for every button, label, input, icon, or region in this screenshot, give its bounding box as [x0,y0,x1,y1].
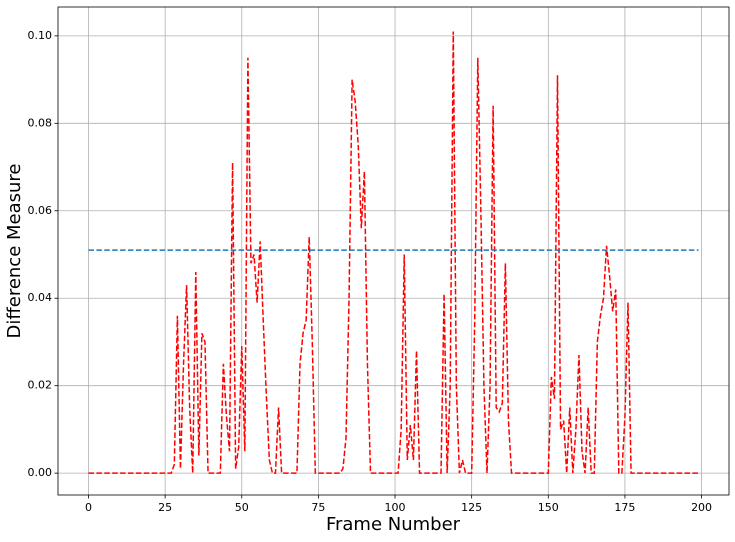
x-tick-label: 0 [85,501,92,514]
x-tick-label: 75 [311,501,325,514]
x-tick-label: 125 [461,501,482,514]
y-tick-label: 0.02 [28,379,53,392]
data-line [88,31,699,474]
y-tick-label: 0.00 [28,466,53,479]
x-axis-label: Frame Number [326,514,461,535]
y-tick-label: 0.06 [28,204,53,217]
plot-frame [57,6,730,496]
x-tick-label: 150 [538,501,559,514]
x-tick-label: 25 [158,501,172,514]
y-tick-label: 0.10 [28,29,53,42]
x-tick-label: 200 [691,501,712,514]
x-tick-label: 175 [614,501,635,514]
y-tick-label: 0.04 [28,291,53,304]
x-tick-label: 50 [235,501,249,514]
y-tick-label: 0.08 [28,116,53,129]
y-axis-label: Difference Measure [4,163,25,338]
x-tick-label: 100 [385,501,406,514]
